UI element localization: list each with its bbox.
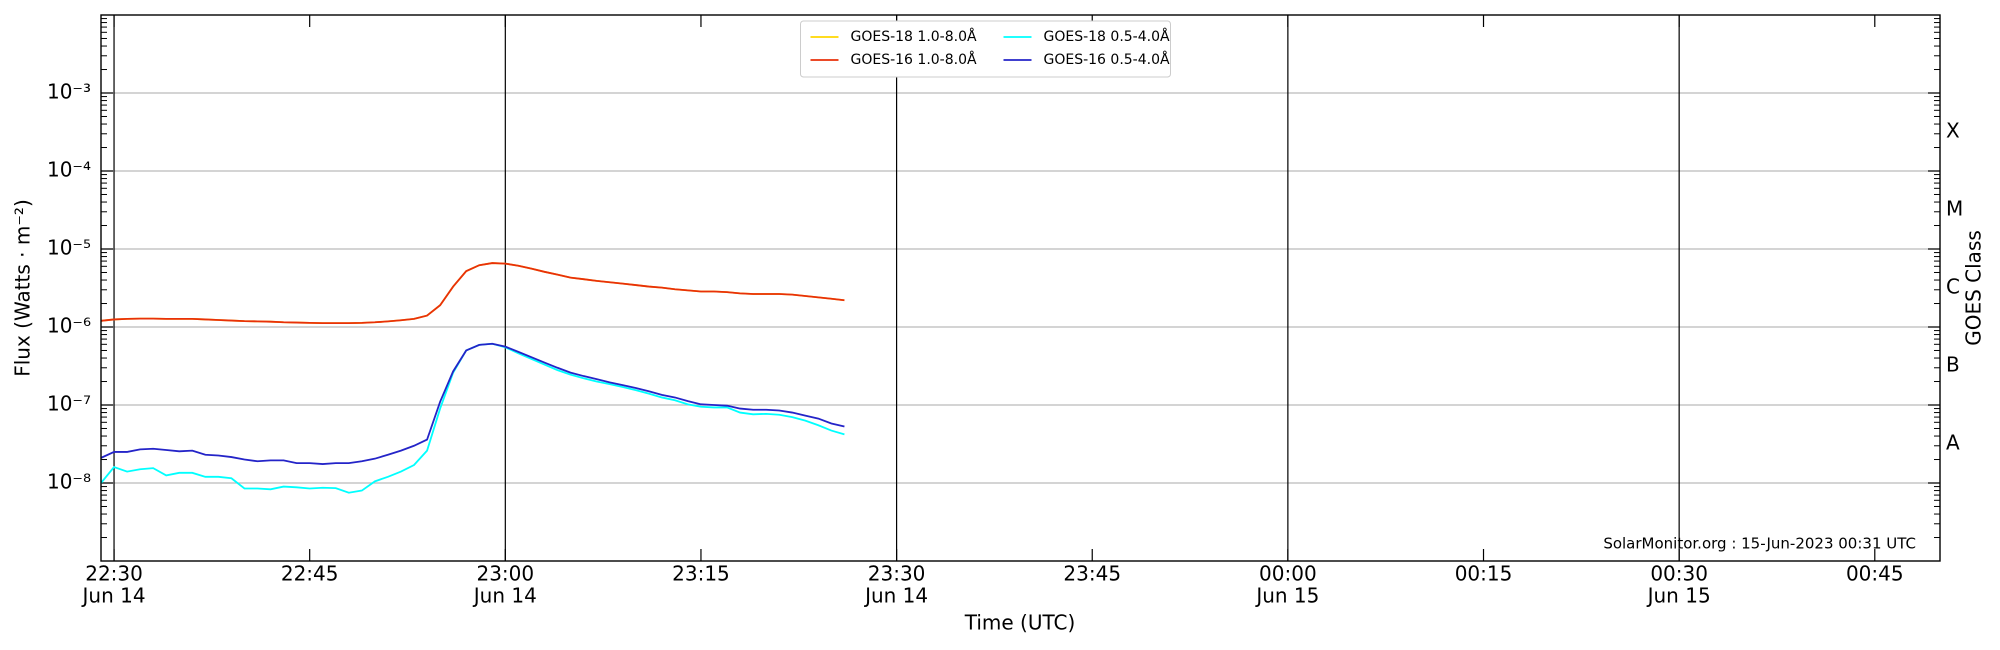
x-tick-label: 00:30 <box>1650 562 1708 586</box>
legend-label: GOES-18 0.5-4.0Å <box>1044 28 1170 45</box>
y2-tick-label: X <box>1946 119 1960 143</box>
x-tick-label: 00:15 <box>1455 562 1513 586</box>
annotation: SolarMonitor.org : 15-Jun-2023 00:31 UTC <box>1603 535 1916 553</box>
y-tick-label: 10⁻³ <box>47 80 91 104</box>
x-tick-label: Jun 14 <box>863 584 928 608</box>
x-tick-label: 22:45 <box>281 562 339 586</box>
x-tick-label: 00:00 <box>1259 562 1317 586</box>
series-line <box>100 342 845 494</box>
x-tick-label: 23:15 <box>672 562 730 586</box>
y-axis-label: Flux (Watts · m⁻²) <box>11 199 35 377</box>
y-tick-label: 10⁻⁷ <box>47 392 91 416</box>
y-tick-label: 10⁻⁸ <box>47 470 91 494</box>
x-axis-label: Time (UTC) <box>964 611 1076 635</box>
x-tick-label: Jun 14 <box>81 584 146 608</box>
y2-tick-label: B <box>1946 353 1960 377</box>
y-tick-label: 10⁻⁵ <box>47 236 91 260</box>
x-tick-label: 00:45 <box>1846 562 1904 586</box>
y-tick-label: 10⁻⁴ <box>47 158 91 182</box>
x-tick-label: 23:00 <box>476 562 534 586</box>
legend-box <box>800 20 1171 78</box>
x-tick-label: Jun 15 <box>1254 584 1319 608</box>
y-tick-label: 10⁻⁶ <box>47 314 91 338</box>
y2-tick-label: M <box>1946 197 1963 221</box>
legend: GOES-18 1.0-8.0Å GOES-16 1.0-8.0Å GOES-18 … <box>800 20 1171 78</box>
y2-tick-label: A <box>1946 431 1960 455</box>
series-line <box>100 342 845 465</box>
x-tick-label: 23:30 <box>868 562 926 586</box>
legend-label: GOES-16 0.5-4.0Å <box>1044 51 1170 68</box>
series-line <box>100 262 845 325</box>
x-tick-label: 23:45 <box>1063 562 1121 586</box>
x-tick-label: Jun 14 <box>472 584 537 608</box>
x-tick-label: 22:30 <box>85 562 143 586</box>
plot-frame <box>100 14 1941 562</box>
x-tick-label: Jun 15 <box>1646 584 1711 608</box>
y2-axis-label: GOES Class <box>1962 230 1986 346</box>
legend-label: GOES-16 1.0-8.0Å <box>851 51 977 68</box>
y2-tick-label: C <box>1946 275 1960 299</box>
legend-label: GOES-18 1.0-8.0Å <box>851 28 977 45</box>
